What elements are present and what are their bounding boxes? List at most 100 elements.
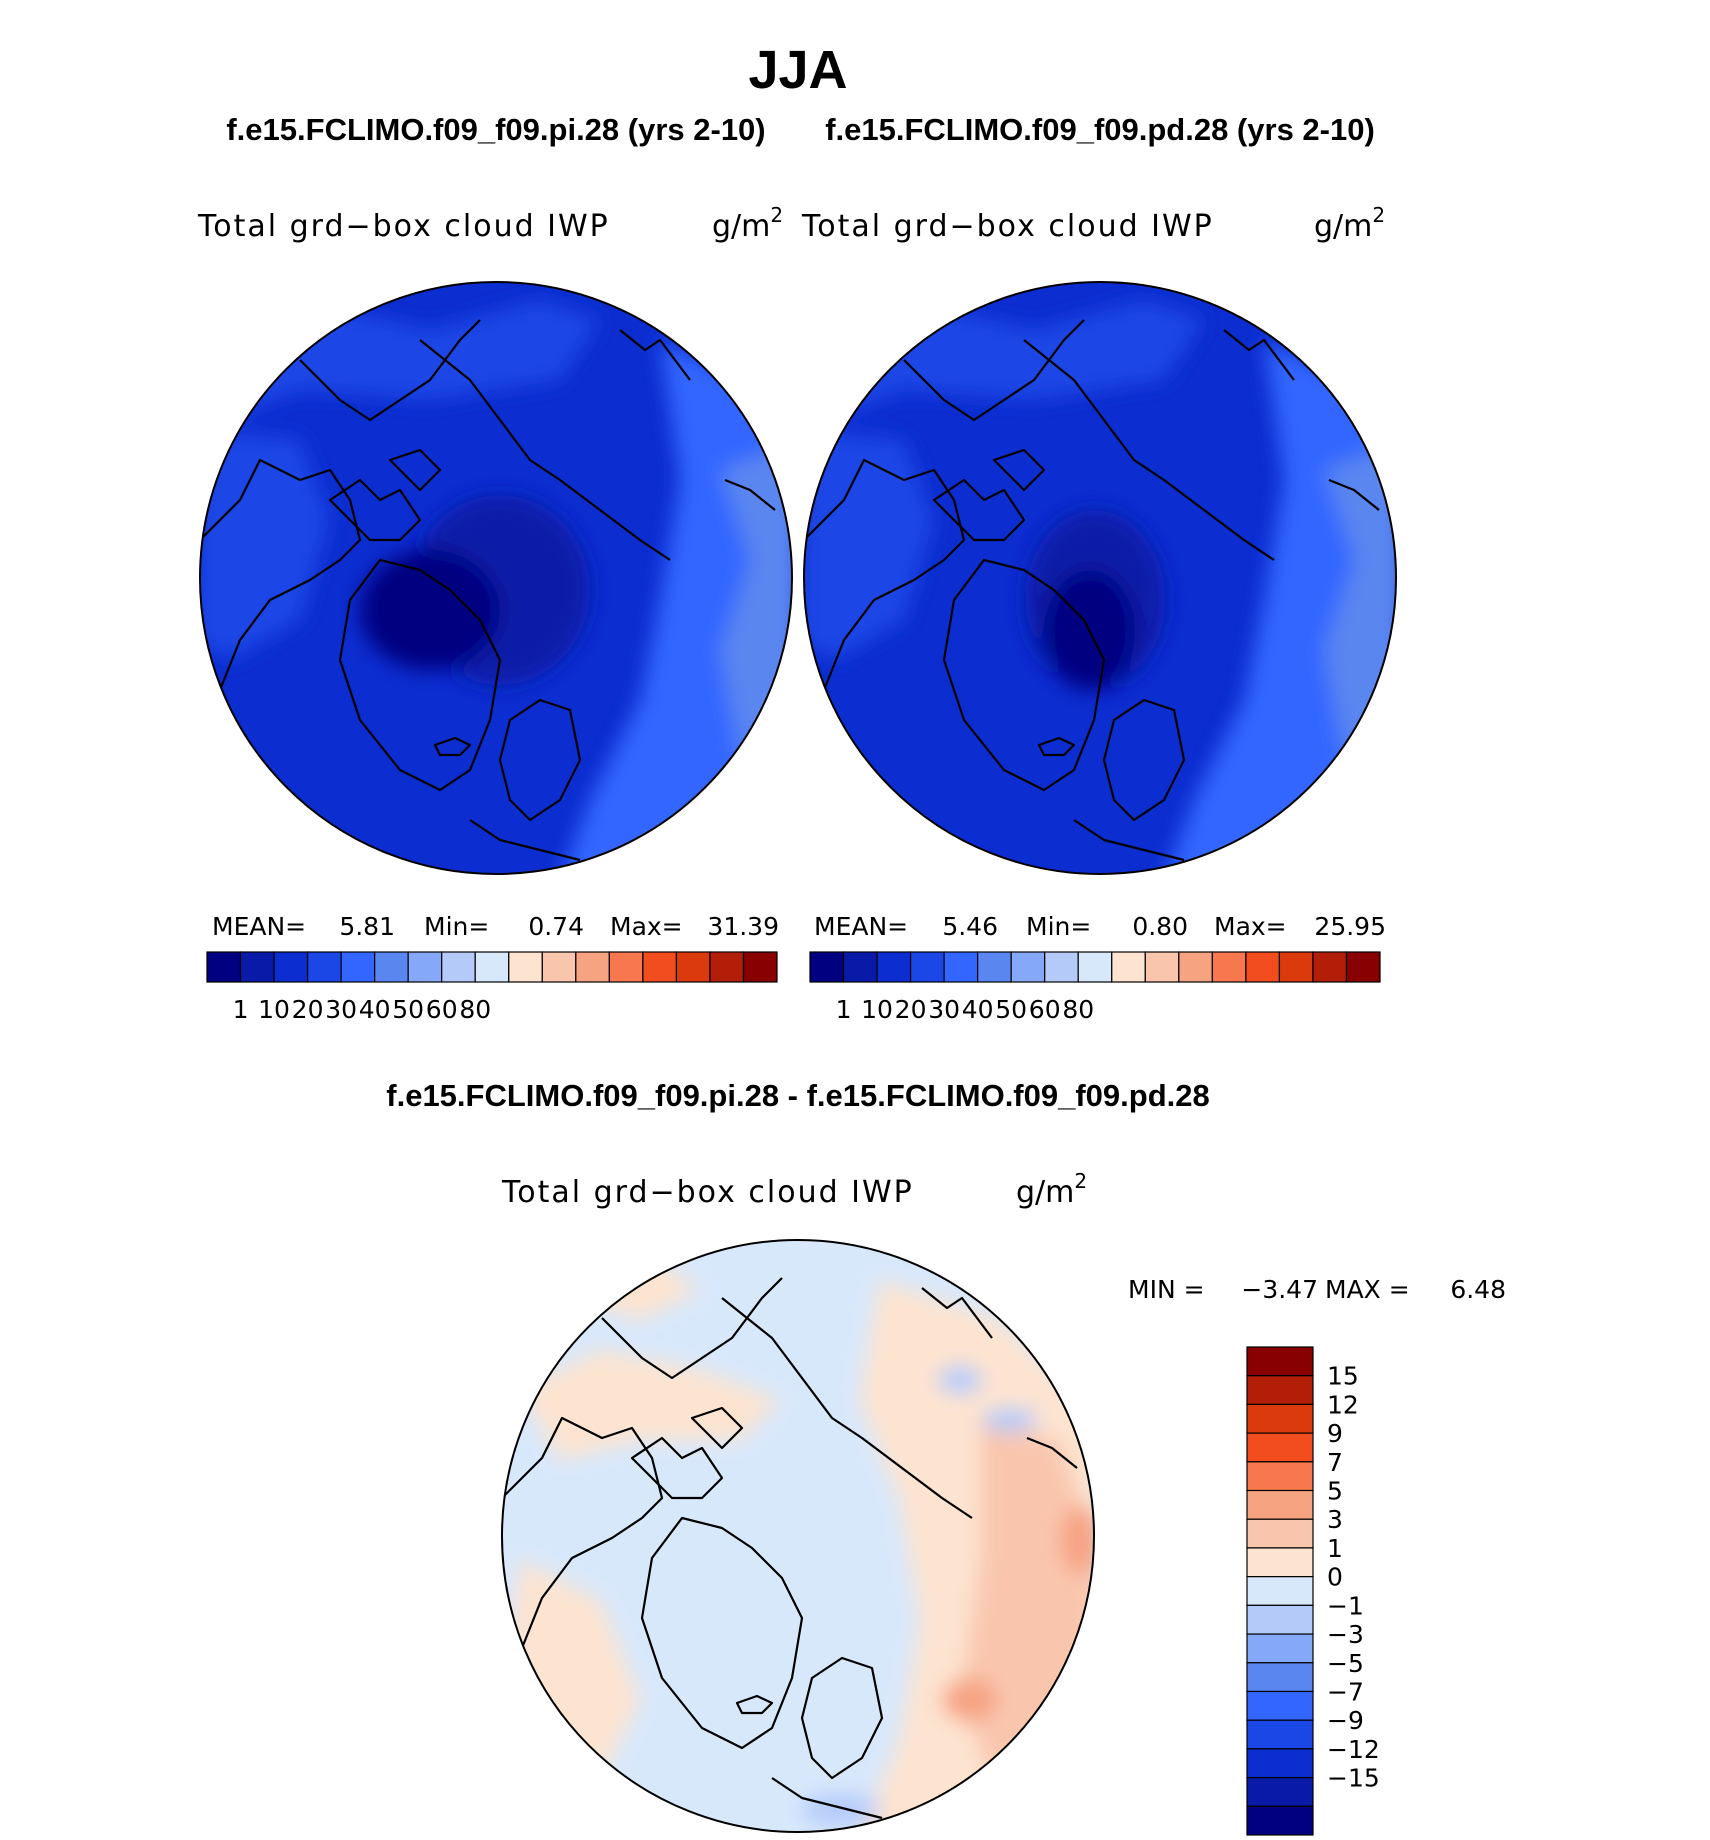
panel-a-coast-alaska [299, 319, 481, 422]
panel-a-units: g/m2 [712, 203, 783, 244]
panel-b-colorbar-swatch [1278, 951, 1314, 983]
panel-a-colorbar-swatch [306, 951, 342, 983]
panel-a-map-border [199, 281, 793, 875]
diff-colorbar-tick-label: −9 [1327, 1706, 1364, 1735]
panel-b-mean-label: MEAN= [814, 912, 908, 941]
panel-b-colorbar-swatch [909, 951, 945, 983]
panel-a-coast-iceland [433, 736, 472, 757]
panel-a-colorbar-tick-label: 20 [292, 995, 324, 1024]
diff-coast-archipelago [630, 1406, 744, 1500]
panel-b-colorbar-tick-label: 30 [928, 995, 960, 1024]
diff-field-canada-positive [510, 1560, 640, 1780]
panel-a-max-value: 31.39 [707, 912, 779, 941]
diff-max-label: MAX = [1325, 1275, 1410, 1304]
panel-b-min-label: Min= [1026, 912, 1091, 941]
diff-colorbar-tick-label: −7 [1327, 1677, 1364, 1706]
diff-coast-beringia [921, 1287, 993, 1339]
diff-field-negative-2 [982, 1408, 1038, 1432]
panel-b-colorbar-tick-label: 20 [895, 995, 927, 1024]
diff-field-hotspot-2 [1060, 1505, 1094, 1575]
panel-b-coast-greenland [942, 558, 1106, 792]
panel-b-units-exp: 2 [1372, 203, 1385, 227]
panel-b-max-value: 25.95 [1314, 912, 1386, 941]
diff-colorbar-swatch [1246, 1346, 1314, 1377]
diff-field-negative-1 [938, 1366, 982, 1394]
diff-panel-map [502, 1240, 1094, 1832]
panel-b-colorbar-swatch [1077, 951, 1113, 983]
diff-colorbar-tick-label: 12 [1327, 1390, 1359, 1419]
panel-b-colorbar-swatch [1312, 951, 1348, 983]
diff-colorbar-swatch [1246, 1604, 1314, 1635]
panel-a-colorbar-swatch [273, 951, 309, 983]
diff-coast-europe [771, 1777, 883, 1820]
diff-colorbar-tick-label: −15 [1327, 1764, 1380, 1793]
diff-colorbar-swatch [1246, 1461, 1314, 1492]
panel-b-colorbar-swatch [977, 951, 1012, 983]
panel-b-colorbar-swatch [1111, 951, 1146, 983]
diff-colorbar-tick-label: −1 [1327, 1591, 1364, 1620]
panel-a-units-base: g/m [712, 209, 770, 244]
diff-colorbar-tick-label: 1 [1327, 1534, 1343, 1563]
panel-a-colorbar-tick-label: 30 [325, 995, 357, 1024]
panel-b-coast-iceland [1037, 736, 1076, 757]
panel-b-colorbar-swatch [809, 951, 845, 983]
diff-colorbar-swatch [1246, 1748, 1314, 1779]
diff-colorbar-swatch [1246, 1547, 1314, 1578]
diff-colorbar-swatch [1246, 1375, 1314, 1406]
diff-coast-greenland [640, 1516, 804, 1750]
panel-b-coast-canada [804, 458, 966, 721]
panel-b-colorbar-swatch [1245, 951, 1281, 983]
diff-coast-canada [502, 1416, 664, 1679]
panel-b-colorbar-tick-label: 50 [995, 995, 1027, 1024]
panel-b-colorbar-swatch [1010, 951, 1046, 983]
diff-colorbar-swatch [1246, 1518, 1314, 1549]
panel-b-colorbar-tick-label: 60 [1029, 995, 1061, 1024]
panel-b-stats: MEAN= 5.46 Min= 0.80 Max= 25.95 [814, 912, 1386, 941]
figure-title: JJA [748, 40, 847, 100]
panel-a-colorbar-tick-label: 80 [459, 995, 491, 1024]
panel-b-coast-siberia [1023, 339, 1275, 561]
panel-a-stats: MEAN= 5.81 Min= 0.74 Max= 31.39 [212, 912, 779, 941]
panel-a-mean-label: MEAN= [212, 912, 306, 941]
panel-a-colorbar-swatch [742, 951, 778, 983]
diff-coast-scandinavia [800, 1656, 884, 1780]
panel-b-colorbar: 1 10 20 30 40 50 60 80 [809, 951, 1381, 1024]
diff-coast-alaska [601, 1277, 783, 1380]
panel-a-colorbar-swatch [206, 951, 242, 983]
panel-a-colorbar-swatch [675, 951, 711, 983]
panel-b-colorbar-swatch [1044, 951, 1079, 983]
diff-coast-iceland [735, 1694, 774, 1715]
diff-colorbar-tick-label: −12 [1327, 1735, 1380, 1764]
diff-colorbar-tick-label: −5 [1327, 1649, 1364, 1678]
panel-b-colorbar-swatch [1345, 951, 1381, 983]
panel-a-colorbar-swatch [441, 951, 476, 983]
diff-panel-variable: Total grd−box cloud IWP [501, 1175, 914, 1210]
panel-a-variable: Total grd−box cloud IWP [197, 209, 610, 244]
panel-a-colorbar-swatch [340, 951, 376, 983]
diff-colorbar-tick-label: 5 [1327, 1477, 1343, 1506]
diff-colorbar-tick-label: 7 [1327, 1448, 1343, 1477]
diff-field-hotspot-1 [942, 1678, 998, 1722]
diff-colorbar-swatch [1246, 1690, 1314, 1721]
panel-b-max-label: Max= [1214, 912, 1287, 941]
panel-a-colorbar-swatch [407, 951, 443, 983]
panel-a-colorbar-swatch [374, 951, 409, 983]
panel-a-colorbar: 1 10 20 30 40 50 60 80 [206, 951, 778, 1024]
panel-b-colorbar-swatch [1144, 951, 1180, 983]
diff-colorbar-swatch [1246, 1805, 1314, 1836]
panel-a-colorbar-swatch [541, 951, 577, 983]
panel-a-field-west-arm [200, 430, 330, 660]
diff-field-pacific-positive [520, 1350, 780, 1460]
diff-colorbar-tick-label: 3 [1327, 1505, 1343, 1534]
panel-b-colorbar-swatch [943, 951, 979, 983]
panel-a-colorbar-swatch [642, 951, 678, 983]
diff-field-negative-3 [800, 1794, 880, 1826]
panel-a-coast-canada [200, 458, 362, 721]
panel-a-field-greenland-min [360, 550, 500, 670]
diff-coast-siberia [721, 1297, 973, 1519]
panel-a-min-value: 0.74 [528, 912, 584, 941]
diff-panel-stats: MIN = −3.47 MAX = 6.48 [1128, 1275, 1506, 1304]
panel-b-mean-value: 5.46 [942, 912, 998, 941]
panel-a-coast-europe [469, 819, 581, 862]
panel-a-colorbar-tick-label: 60 [426, 995, 458, 1024]
